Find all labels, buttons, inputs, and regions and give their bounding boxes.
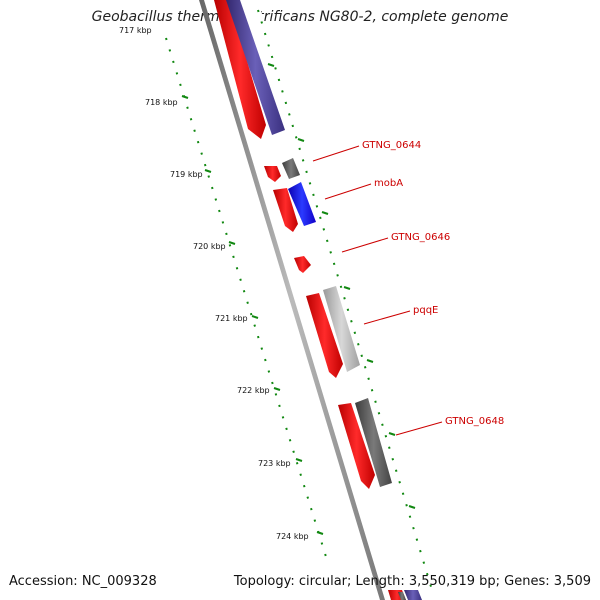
kbp-label: 719 kbp [170,170,203,179]
gene-arrow[interactable] [294,256,311,273]
kbp-label: 723 kbp [258,459,291,468]
gene-arrow[interactable] [323,286,360,372]
gene-arrow[interactable] [282,158,300,179]
gene-arrow[interactable] [273,188,298,232]
gene-arrow[interactable] [404,590,422,600]
gene-label[interactable]: GTNG_0644 [362,140,421,151]
gene-arrow[interactable] [306,293,343,378]
kbp-label: 718 kbp [145,98,178,107]
topology-text: Topology: circular; Length: 3,550,319 bp… [233,574,591,589]
kbp-label: 717 kbp [119,26,152,35]
gene-arrow[interactable] [338,403,375,489]
track-guide-right [257,9,433,591]
kbp-label: 720 kbp [193,242,226,251]
gene-arrow[interactable] [226,0,285,135]
scale-labels: 717 kbp 718 kbp 719 kbp 720 kbp 721 kbp … [119,26,309,541]
kbp-label: 722 kbp [237,386,270,395]
kbp-label: 721 kbp [215,314,248,323]
gene-label[interactable]: GTNG_0648 [445,416,504,427]
gene-labels: GTNG_0644 mobA GTNG_0646 pqqE GTNG_0648 [362,140,504,427]
kbp-label: 724 kbp [276,532,309,541]
gene-arrow[interactable] [355,398,392,487]
gene-arrow[interactable] [288,182,316,226]
genome-backbone [199,0,385,600]
gene-label[interactable]: GTNG_0646 [391,232,450,243]
gene-arrow[interactable] [214,0,266,139]
accession-text: Accession: NC_009328 [9,574,157,589]
gene-label-leaders [312,145,443,436]
track-major-ticks [267,63,416,509]
gene-label[interactable]: pqqE [413,305,438,316]
gene-arrow[interactable] [264,166,281,182]
map-title: Geobacillus thermodenitrificans NG80-2, … [91,9,509,25]
gene-label[interactable]: mobA [374,178,403,189]
reverse-strand-features [226,0,422,600]
forward-strand-features [214,0,406,600]
scale-major-ticks [181,95,324,535]
gene-arrow[interactable] [398,592,406,600]
